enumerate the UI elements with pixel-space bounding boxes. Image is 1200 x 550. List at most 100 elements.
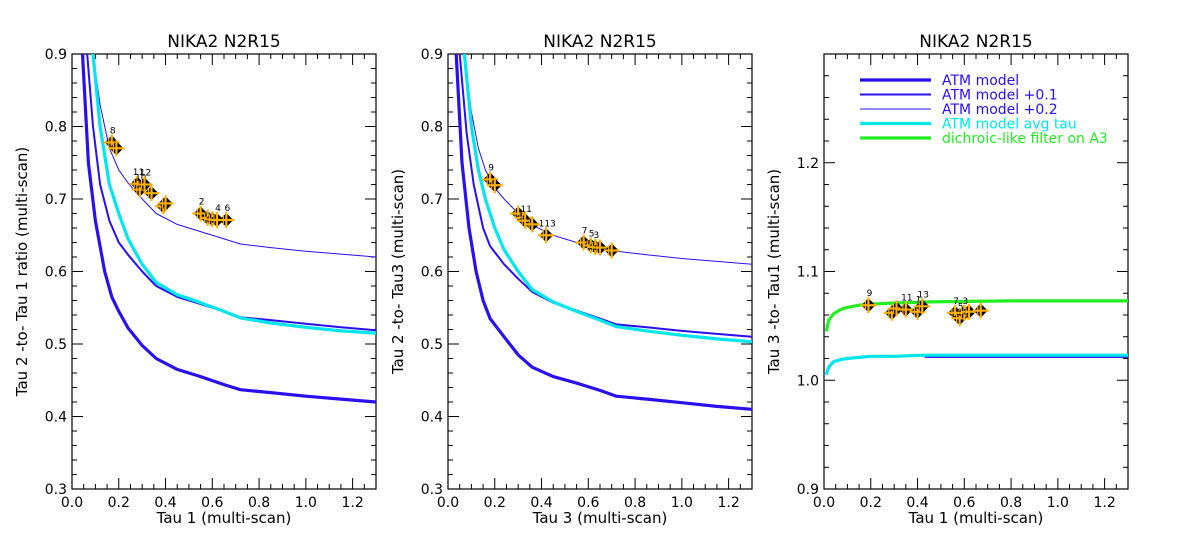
series-line-atm-model-0-1	[458, 54, 752, 338]
data-point: 11	[897, 294, 914, 318]
point-label: 113	[539, 219, 556, 229]
series-line-atm-model-0-2	[92, 54, 376, 258]
x-tick-label: 0.2	[484, 495, 506, 511]
data-point	[592, 239, 608, 256]
chart-title: NIKA2 N2R15	[919, 32, 1032, 52]
chart-title: NIKA2 N2R15	[543, 32, 656, 52]
data-point	[143, 185, 160, 202]
series-line-atm-model-0-1	[86, 54, 376, 332]
y-tick-label: 0.3	[421, 482, 443, 498]
series-group	[454, 54, 752, 411]
data-point	[960, 303, 977, 320]
point-label: 7	[953, 297, 959, 307]
series-line-atm-model-avg-tau	[824, 353, 1128, 376]
point-label: 12	[140, 169, 151, 179]
point-label: 8	[110, 126, 116, 136]
plot-frame	[71, 53, 377, 490]
x-tick-label: 0.2	[108, 495, 130, 511]
data-point: 12	[136, 169, 153, 193]
point-label: 5	[958, 302, 964, 312]
data-point	[486, 177, 503, 194]
x-tick-label: 1.0	[671, 495, 693, 511]
series-line-atm-model	[454, 54, 752, 411]
x-tick-label: 1.2	[1093, 495, 1115, 511]
y-axis-label: Tau 3 -to- Tau1 (multi-scan)	[765, 169, 783, 375]
series-line-atm-model-0-2	[463, 54, 752, 265]
y-tick-label: 1.0	[797, 373, 819, 389]
series-line-atm-model-avg-tau	[91, 54, 376, 335]
series-group	[824, 299, 1128, 376]
point-label: 1	[916, 296, 922, 306]
x-tick-label: 1.2	[341, 495, 363, 511]
x-tick-label: 0.4	[906, 495, 928, 511]
x-tick-label: 1.0	[295, 495, 317, 511]
x-tick-label: 0.0	[437, 495, 459, 511]
y-tick-label: 0.3	[45, 482, 67, 498]
point-label: 3	[962, 297, 968, 307]
x-tick-label: 0.8	[1000, 495, 1022, 511]
y-tick-label: 0.8	[421, 120, 443, 136]
series-line-atm-model-avg-tau	[462, 54, 752, 344]
point-label: 11	[901, 294, 912, 304]
data-point: 113	[538, 219, 556, 244]
panel-1: NIKA2 N2R15 0.0 0.2 0.4 0.6 0.8 1.0 1.2 0.3 0.4 0.…	[13, 32, 377, 527]
point-label: 7	[582, 227, 588, 237]
x-tick-label: 0.0	[813, 495, 835, 511]
x-axis-label: Tau 1 (multi-scan)	[908, 509, 1044, 527]
x-tick-label: 0.8	[248, 495, 270, 511]
series-line-atm-model	[80, 54, 376, 404]
x-tick-label: 0.8	[624, 495, 646, 511]
y-axis-label: Tau 2 -to- Tau3 (multi-scan)	[389, 169, 407, 375]
y-tick-label: 1.2	[797, 156, 819, 172]
y-tick-label: 0.7	[45, 192, 67, 208]
data-point	[603, 242, 620, 259]
point-label: 6	[224, 204, 230, 214]
point-label: 4	[215, 204, 221, 214]
y-tick-label: 0.5	[45, 337, 67, 353]
y-tick-label: 0.9	[45, 47, 67, 63]
point-label: 11	[133, 168, 144, 178]
data-point	[524, 216, 541, 233]
y-tick-label: 0.4	[45, 410, 67, 426]
point-label: 2	[199, 198, 205, 208]
data-point: 13	[914, 290, 931, 315]
x-tick-label: 0.2	[860, 495, 882, 511]
data-point: 6	[218, 204, 235, 229]
y-tick-label: 0.6	[421, 265, 443, 281]
x-tick-label: 0.6	[953, 495, 975, 511]
x-tick-label: 0.6	[577, 495, 599, 511]
data-point	[157, 195, 174, 212]
data-point	[972, 302, 989, 319]
data-point: 9	[860, 289, 877, 314]
plot-frame	[447, 53, 753, 490]
point-label: 5	[589, 229, 595, 239]
legend-label: ATM model	[942, 73, 1019, 89]
y-tick-label: 0.9	[421, 47, 443, 63]
x-axis-label: Tau 3 (multi-scan)	[532, 509, 668, 527]
y-tick-label: 0.9	[797, 482, 819, 498]
x-tick-label: 0.6	[201, 495, 223, 511]
point-label: 9	[867, 289, 873, 299]
chart-title: NIKA2 N2R15	[167, 32, 280, 52]
y-tick-label: 0.8	[45, 120, 67, 136]
x-tick-label: 1.2	[717, 495, 739, 511]
data-point	[108, 140, 125, 157]
point-label: 13	[917, 290, 928, 300]
x-tick-label: 0.4	[530, 495, 552, 511]
legend-label: ATM model +0.2	[942, 102, 1058, 118]
point-label: 11	[520, 205, 531, 215]
x-axis-label: Tau 1 (multi-scan)	[156, 509, 292, 527]
x-tick-label: 0.0	[61, 495, 83, 511]
legend-label: ATM model +0.1	[942, 88, 1058, 104]
series-group	[80, 54, 376, 404]
y-tick-label: 0.4	[421, 410, 443, 426]
series-line-dichroic-like-filter-on-a3	[824, 299, 1128, 332]
panel-2: NIKA2 N2R15 0.0 0.2 0.4 0.6 0.8 1.0 1.2 0.3 0.4 0.…	[389, 32, 753, 527]
panel-3: NIKA2 N2R15 0.0 0.2 0.4 0.6 0.8 1.0 1.2 0.9 1.0 1.…	[765, 32, 1129, 527]
y-tick-label: 0.5	[421, 337, 443, 353]
point-label: 10	[135, 174, 147, 184]
